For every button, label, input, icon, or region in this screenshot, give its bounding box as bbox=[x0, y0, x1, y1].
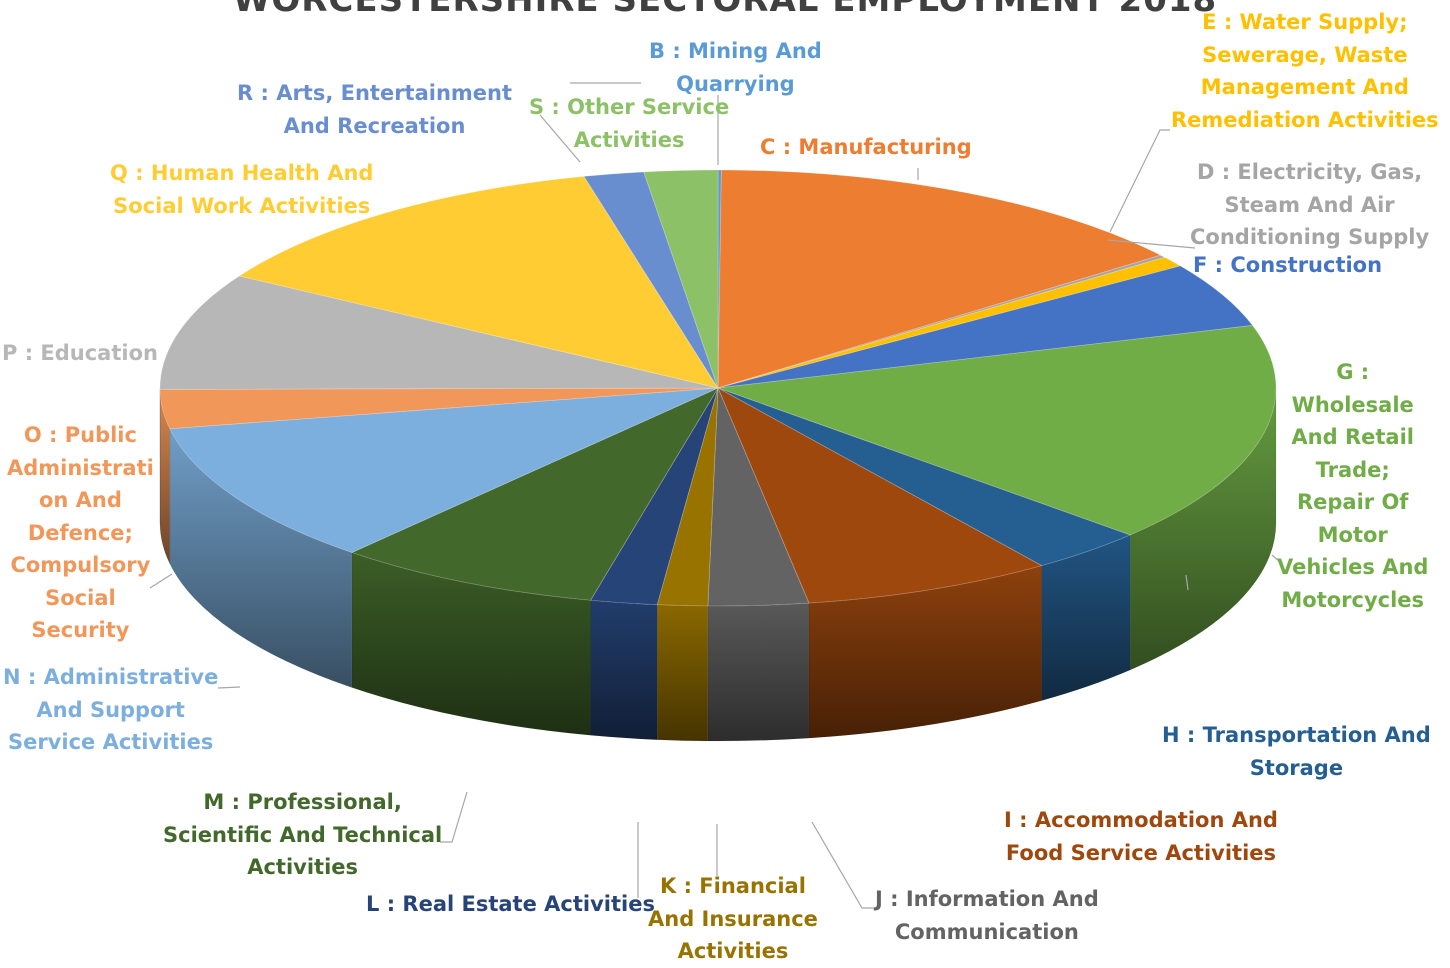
slice-label-l: L : Real Estate Activities bbox=[366, 892, 655, 916]
pie-side-l bbox=[590, 599, 658, 740]
chart-title: WORCESTERSHIRE SECTORAL EMPLOYMENT 2018 bbox=[232, 0, 1218, 20]
pie-slice-k bbox=[656, 387, 719, 607]
pie-slice-p bbox=[159, 275, 719, 390]
pie-side-k bbox=[656, 604, 709, 742]
pie-slice-i bbox=[717, 387, 1043, 604]
slice-label-d: D : Electricity, Gas, Steam And Air Cond… bbox=[1190, 160, 1430, 249]
pie-slice-o bbox=[159, 387, 719, 430]
slice-label-q: Q : Human Health And Social Work Activit… bbox=[110, 161, 374, 218]
slice-label-p: P : Education bbox=[2, 341, 158, 365]
slice-label-g: G : Wholesale And Retail Trade; Repair O… bbox=[1277, 360, 1429, 612]
slice-label-f: F : Construction bbox=[1193, 253, 1383, 277]
leader-line bbox=[539, 114, 581, 163]
pie-top bbox=[159, 169, 1277, 607]
pie-slice-c bbox=[717, 169, 1162, 389]
pie-slice-d bbox=[717, 254, 1166, 389]
slice-label-i: I : Accommodation And Food Service Activ… bbox=[1004, 808, 1278, 865]
pie-side-g bbox=[1129, 387, 1277, 671]
slice-label-h: H : Transportation And Storage bbox=[1162, 723, 1431, 780]
leader-line bbox=[149, 573, 173, 589]
slice-label-n: N : Administrative And Support Service A… bbox=[3, 665, 219, 754]
leader-line bbox=[811, 821, 880, 909]
pie-side-j bbox=[707, 602, 810, 742]
pie-slice-s bbox=[643, 169, 719, 389]
slice-label-k: K : Financial And Insurance Activities bbox=[648, 874, 818, 963]
pie-slice-q bbox=[238, 175, 719, 389]
pie-slice-l bbox=[589, 387, 719, 606]
pie-slice-r bbox=[583, 171, 719, 389]
slice-label-m: M : Professional, Scientific And Technic… bbox=[163, 790, 443, 879]
leader-line bbox=[217, 686, 241, 689]
leader-line bbox=[1107, 239, 1196, 249]
slice-label-r: R : Arts, Entertainment And Recreation bbox=[237, 81, 513, 138]
slice-label-c: C : Manufacturing bbox=[760, 135, 972, 159]
pie-slice-m bbox=[350, 387, 719, 601]
slice-label-b: B : Mining And Quarrying bbox=[649, 39, 822, 96]
leader-line bbox=[1185, 574, 1189, 591]
leader-line bbox=[1271, 554, 1281, 563]
pie-slice-b bbox=[717, 169, 722, 389]
pie-slice-e bbox=[717, 256, 1182, 389]
pie-slice-n bbox=[169, 387, 719, 553]
leader-line bbox=[1109, 129, 1170, 233]
pie-slice-h bbox=[717, 387, 1132, 567]
pie-slice-f bbox=[717, 265, 1254, 389]
slice-label-s: S : Other Service Activities bbox=[529, 95, 730, 152]
pie-side-walls bbox=[159, 387, 1277, 742]
slice-label-o: O : Public Administrati on And Defence; … bbox=[7, 423, 154, 642]
leader-lines bbox=[149, 82, 1281, 909]
pie-slice-g bbox=[717, 325, 1277, 536]
leader-line bbox=[440, 791, 468, 843]
slice-label-j: J : Information And Communication bbox=[875, 887, 1099, 944]
pie-slice-j bbox=[707, 387, 810, 607]
slice-label-e: E : Water Supply; Sewerage, Waste Manage… bbox=[1171, 10, 1439, 132]
